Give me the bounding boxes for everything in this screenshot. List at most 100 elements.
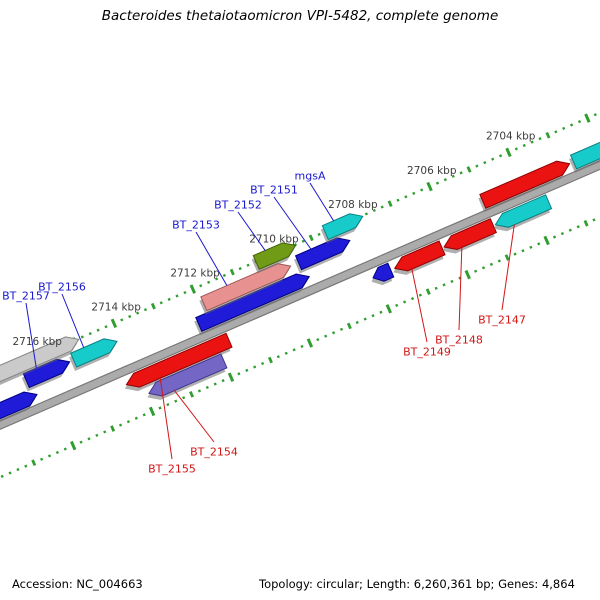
gene-label-BT_2149[interactable]: BT_2149 bbox=[403, 346, 451, 359]
ruler-tick bbox=[379, 310, 383, 314]
ruler-tick bbox=[570, 123, 574, 127]
ruler-tick bbox=[222, 273, 226, 278]
ruler-tick bbox=[403, 300, 407, 304]
gene-arrow-gblueB[interactable] bbox=[0, 388, 40, 428]
ruler-tick bbox=[410, 296, 415, 301]
ruler-tick bbox=[450, 279, 454, 284]
ruler-tick bbox=[166, 402, 170, 407]
gene-label-BT_2156[interactable]: BT_2156 bbox=[38, 281, 86, 294]
ruler-tick bbox=[0, 474, 4, 478]
gene-arrow-cyanTR[interactable] bbox=[569, 138, 600, 170]
accession-text: Accession: NC_004663 bbox=[12, 577, 143, 591]
ruler-tick bbox=[316, 338, 320, 342]
gene-arrow-grayL[interactable] bbox=[0, 333, 82, 394]
ruler-tick bbox=[425, 288, 431, 296]
ruler-tick bbox=[346, 322, 352, 330]
ruler-tick bbox=[355, 320, 359, 325]
ruler-tick bbox=[308, 234, 314, 242]
ruler-tick bbox=[560, 232, 564, 236]
ruler-tick bbox=[584, 113, 591, 123]
ruler-tick bbox=[442, 283, 446, 287]
ruler-tick bbox=[158, 406, 162, 410]
ruler-tick bbox=[404, 195, 408, 199]
ruler-tick bbox=[245, 368, 249, 372]
ruler-tick bbox=[301, 239, 305, 243]
ruler-tick bbox=[412, 191, 416, 195]
ruler-tick bbox=[466, 166, 472, 173]
ruler-tick bbox=[371, 314, 375, 318]
ruler-tick bbox=[537, 242, 541, 246]
ruler-tick bbox=[504, 254, 510, 261]
gene-arrow-BT_2154[interactable] bbox=[146, 353, 228, 400]
gene-arrow-BT_2149[interactable] bbox=[392, 240, 446, 275]
gene-label-mgsA[interactable]: mgsA bbox=[295, 170, 326, 183]
gene-label-BT_2157[interactable]: BT_2157 bbox=[2, 290, 50, 303]
gene-arrow-BT_2156[interactable] bbox=[69, 334, 120, 368]
gene-label-BT_2153[interactable]: BT_2153 bbox=[172, 219, 220, 232]
ruler-tick bbox=[142, 413, 146, 417]
ruler-tick bbox=[576, 225, 580, 229]
ruler-tick bbox=[103, 430, 107, 434]
status-bar: Accession: NC_004663 Topology: circular;… bbox=[0, 575, 600, 591]
ruler-tick bbox=[136, 311, 140, 315]
label-leader bbox=[501, 224, 515, 311]
genome-backbone bbox=[0, 115, 600, 451]
ruler-label: 2708 kbp bbox=[328, 199, 378, 211]
ruler-tick bbox=[420, 188, 424, 192]
gene-arrow-mgsA[interactable] bbox=[321, 209, 365, 241]
gene-label-BT_2148[interactable]: BT_2148 bbox=[435, 334, 483, 347]
ruler-tick bbox=[183, 290, 187, 295]
ruler-tick bbox=[364, 212, 369, 216]
gene-label-BT_2147[interactable]: BT_2147 bbox=[478, 314, 526, 327]
ruler-tick bbox=[434, 286, 438, 290]
ruler-tick bbox=[70, 440, 77, 451]
ruler-tick bbox=[514, 147, 518, 151]
ruler-tick bbox=[214, 277, 219, 281]
map-overlay: 2704 kbp 2706 kbp 2708 kbp 2710 kbp 2712 kbp… bbox=[2, 131, 536, 476]
ruler-tick bbox=[435, 181, 440, 185]
ruler-tick bbox=[284, 351, 288, 355]
ruler-tick bbox=[530, 140, 534, 144]
gene-arrow-BT_2155[interactable] bbox=[123, 332, 233, 391]
ruler-tick bbox=[8, 471, 12, 475]
ruler-tick bbox=[554, 130, 558, 134]
label-leader bbox=[309, 182, 334, 222]
gene-label-BT_2151[interactable]: BT_2151 bbox=[250, 184, 298, 197]
ruler-tick bbox=[148, 406, 156, 417]
ruler-tick bbox=[489, 262, 493, 266]
ruler-tick bbox=[505, 147, 512, 158]
ruler-tick bbox=[562, 126, 566, 130]
ruler-tick bbox=[126, 420, 130, 424]
ruler-tick bbox=[159, 301, 163, 305]
gene-arrow-blueSmall[interactable] bbox=[370, 262, 395, 284]
ruler-tick bbox=[150, 302, 156, 310]
ruler-label: 2712 kbp bbox=[170, 268, 220, 280]
ruler-tick bbox=[253, 365, 257, 369]
gene-arrow-BT_2148[interactable] bbox=[441, 218, 498, 254]
gene-label-BT_2155[interactable]: BT_2155 bbox=[148, 463, 196, 476]
gene-label-BT_2152[interactable]: BT_2152 bbox=[214, 199, 262, 212]
label-leader bbox=[237, 211, 266, 251]
gene-arrow-BT_2147[interactable] bbox=[492, 194, 553, 232]
gene-arrow-redTR[interactable] bbox=[479, 157, 573, 209]
ruler-tick bbox=[88, 332, 92, 336]
ruler-tick bbox=[592, 218, 596, 222]
gene-label-BT_2154[interactable]: BT_2154 bbox=[190, 446, 238, 459]
label-leader bbox=[195, 231, 228, 286]
ruler-tick bbox=[529, 245, 533, 249]
ruler-tick bbox=[339, 327, 344, 331]
ruler-tick bbox=[79, 440, 83, 444]
ruler-tick bbox=[110, 318, 118, 329]
ruler-label: 2706 kbp bbox=[407, 165, 457, 177]
ruler-tick bbox=[483, 161, 487, 165]
ruler-tick bbox=[267, 356, 273, 364]
ruler-tick bbox=[197, 389, 202, 393]
ruler-tick bbox=[182, 396, 186, 400]
ruler-tick bbox=[513, 252, 517, 256]
ruler-label: 2710 kbp bbox=[249, 233, 299, 245]
gene-arrow-BT_2152[interactable] bbox=[252, 238, 298, 271]
ruler-tick bbox=[543, 235, 550, 246]
ruler-tick bbox=[80, 335, 84, 339]
ruler-tick bbox=[317, 232, 321, 236]
ruler-tick bbox=[128, 314, 132, 319]
